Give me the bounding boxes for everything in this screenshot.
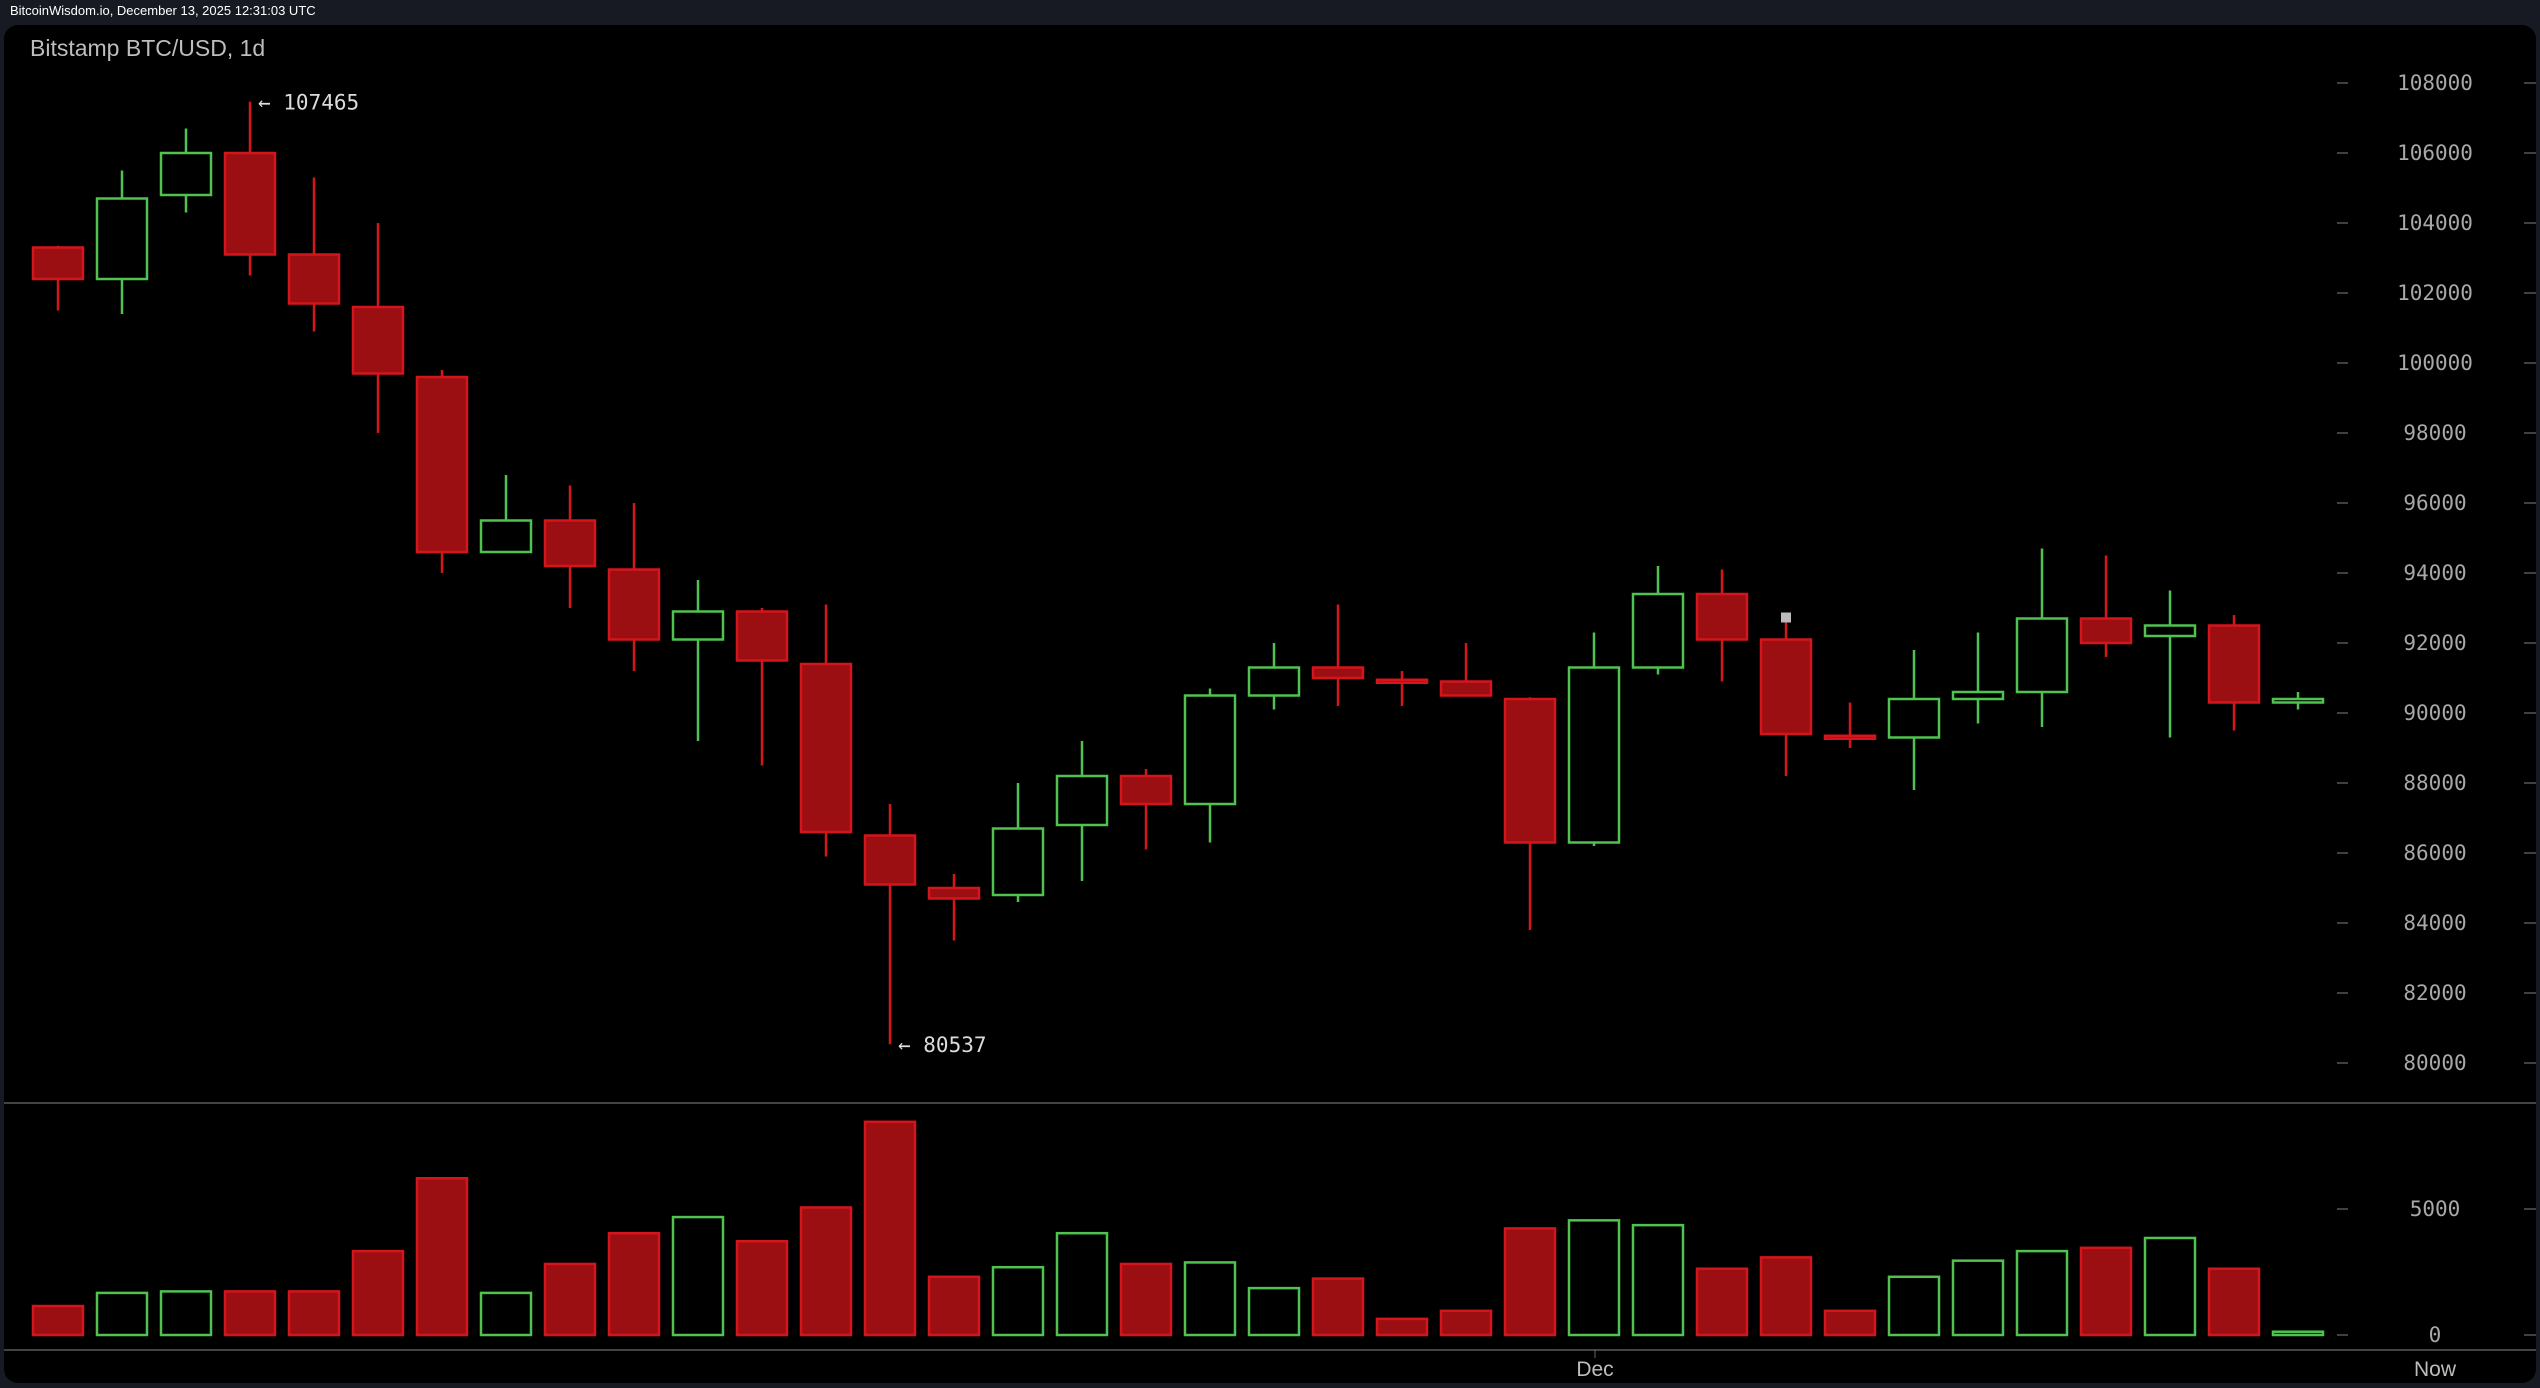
volume-bar-down[interactable] [927, 1275, 981, 1337]
volume-bar-down[interactable] [607, 1231, 661, 1337]
candle-up[interactable] [991, 827, 1045, 897]
candle-down[interactable] [799, 662, 853, 834]
source-timestamp: BitcoinWisdom.io, December 13, 2025 12:3… [10, 3, 316, 18]
volume-bar-down[interactable] [31, 1304, 85, 1337]
candle-down[interactable] [351, 305, 405, 375]
volume-bar-down[interactable] [1439, 1309, 1493, 1337]
volume-bar-up[interactable] [1183, 1261, 1237, 1337]
volume-bar-down[interactable] [2207, 1267, 2261, 1337]
candle-up[interactable] [671, 610, 725, 641]
volume-bar-up[interactable] [1247, 1286, 1301, 1337]
price-tick-label: 98000 [2403, 421, 2466, 445]
candle-up[interactable] [479, 519, 533, 554]
candle-down[interactable] [927, 886, 981, 900]
volume-tick-label: 5000 [2410, 1197, 2461, 1221]
chart-panel: Bitstamp BTC/USD, 1d 108000 106000 104000 1… [4, 25, 2536, 1383]
candlestick-chart[interactable]: 108000 106000 104000 102000 100000 98000 96000… [4, 25, 2536, 1383]
volume-bar-down[interactable] [1375, 1317, 1429, 1337]
price-tick-label: 102000 [2397, 281, 2473, 305]
candle-down[interactable] [607, 568, 661, 641]
volume-bar-down[interactable] [1503, 1227, 1557, 1337]
volume-bar-down[interactable] [1759, 1256, 1813, 1337]
price-tick-label: 104000 [2397, 211, 2473, 235]
price-tick-label: 80000 [2403, 1051, 2466, 1075]
candle-down[interactable] [1119, 774, 1173, 806]
volume-bar-down[interactable] [223, 1290, 277, 1337]
volume-bar-down[interactable] [1823, 1309, 1877, 1337]
volume-bar-up[interactable] [159, 1290, 213, 1337]
candle-down[interactable] [735, 610, 789, 662]
volume-bar-down[interactable] [1311, 1277, 1365, 1337]
candle-down[interactable] [1439, 680, 1493, 697]
candle-down[interactable] [543, 519, 597, 568]
volume-bar-down[interactable] [543, 1262, 597, 1337]
candle-down[interactable] [1823, 734, 1877, 740]
volume-bar-down[interactable] [799, 1206, 853, 1337]
price-tick-label: 94000 [2403, 561, 2466, 585]
volume-bar-down[interactable] [415, 1177, 469, 1337]
price-tick-label: 108000 [2397, 71, 2473, 95]
volume-bar-up[interactable] [991, 1265, 1045, 1337]
candle-down[interactable] [2079, 617, 2133, 645]
candle-up[interactable] [1247, 666, 1301, 697]
volume-bar-up[interactable] [2015, 1249, 2069, 1337]
high-annotation: ← 107465 [258, 91, 359, 115]
x-label-dec: Dec [1576, 1358, 1613, 1381]
candle-up[interactable] [1183, 694, 1237, 806]
price-tick-label: 92000 [2403, 631, 2466, 655]
price-tick-label: 82000 [2403, 981, 2466, 1005]
candle-down[interactable] [1695, 592, 1749, 641]
candle-up[interactable] [1951, 690, 2005, 701]
volume-bar-down[interactable] [735, 1240, 789, 1337]
volume-bar-down[interactable] [351, 1249, 405, 1337]
price-tick-label: 86000 [2403, 841, 2466, 865]
candle-down[interactable] [1375, 678, 1429, 684]
volume-bar-up[interactable] [2271, 1330, 2325, 1337]
volume-bar-up[interactable] [479, 1291, 533, 1337]
price-tick-label: 106000 [2397, 141, 2473, 165]
candle-down[interactable] [223, 151, 277, 256]
volume-bar-down[interactable] [287, 1290, 341, 1337]
volume-bar-up[interactable] [1567, 1219, 1621, 1337]
candle-up[interactable] [2143, 624, 2197, 638]
candle-up[interactable] [1887, 697, 1941, 739]
price-marker-icon [1781, 612, 1791, 623]
price-tick-label: 88000 [2403, 771, 2466, 795]
volume-bar-down[interactable] [863, 1120, 917, 1337]
chart-title: Bitstamp BTC/USD, 1d [30, 35, 266, 61]
volume-bar-down[interactable] [1119, 1262, 1173, 1337]
candle-down[interactable] [415, 375, 469, 554]
price-tick-label: 96000 [2403, 491, 2466, 515]
candle-up[interactable] [2015, 617, 2069, 694]
low-annotation: ← 80537 [898, 1033, 987, 1057]
candle-up[interactable] [1567, 666, 1621, 844]
volume-bar-up[interactable] [1055, 1231, 1109, 1337]
candle-up[interactable] [2271, 697, 2325, 704]
volume-bar-up[interactable] [1887, 1275, 1941, 1337]
volume-tick-label: 0 [2429, 1323, 2442, 1347]
candle-down[interactable] [1311, 666, 1365, 680]
price-tick-label: 100000 [2397, 351, 2473, 375]
candle-up[interactable] [95, 197, 149, 281]
volume-bar-down[interactable] [2079, 1246, 2133, 1337]
candle-down[interactable] [2207, 624, 2261, 704]
volume-bar-up[interactable] [671, 1215, 725, 1337]
candle-down[interactable] [287, 253, 341, 305]
price-tick-label: 90000 [2403, 701, 2466, 725]
candle-up[interactable] [159, 151, 213, 197]
candle-up[interactable] [1631, 592, 1685, 669]
volume-bar-up[interactable] [1951, 1259, 2005, 1337]
price-tick-label: 84000 [2403, 911, 2466, 935]
volume-bar-up[interactable] [1631, 1223, 1685, 1337]
x-label-now: Now [2414, 1358, 2457, 1381]
candle-up[interactable] [1055, 774, 1109, 827]
candle-down[interactable] [1759, 638, 1813, 736]
volume-bar-down[interactable] [1695, 1267, 1749, 1337]
candle-down[interactable] [863, 834, 917, 886]
candle-down[interactable] [31, 246, 85, 281]
candle-down[interactable] [1503, 697, 1557, 844]
volume-bar-up[interactable] [95, 1291, 149, 1337]
volume-bar-up[interactable] [2143, 1236, 2197, 1337]
